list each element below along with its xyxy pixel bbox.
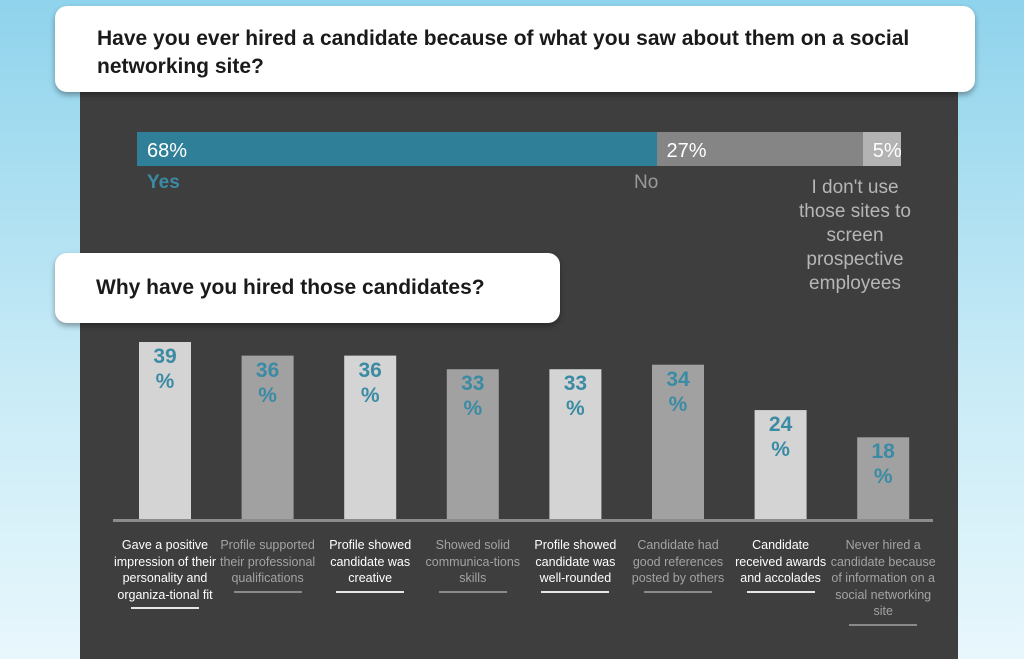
bar-value-percent-sign: % (360, 383, 380, 407)
bar-category-underline (541, 590, 610, 593)
question-card-2: Why have you hired those candidates? (55, 253, 560, 323)
bar-7 (754, 410, 807, 519)
bar-category-label-3: Profile showed candidate was creative (317, 537, 423, 593)
bar-category-underline (849, 623, 918, 626)
bar-category-text: Candidate received awards and accolades (735, 538, 827, 585)
bar-value-percent-sign: % (463, 397, 483, 421)
bar-category-text: Profile showed candidate was well-rounde… (534, 538, 617, 585)
bar-value-label-5: 33% (549, 371, 601, 421)
bar-category-underline (131, 607, 199, 609)
bar-value-label-6: 34% (652, 367, 704, 417)
bar-value-label-2: 36% (242, 358, 294, 408)
stacked-pct-no: 27% (666, 140, 707, 162)
bar-value-percent-sign: % (668, 392, 688, 416)
bar-5 (549, 369, 602, 519)
bar-value-number: 34 (666, 367, 690, 391)
stacked-segment-no (656, 132, 863, 166)
bar-category-label-4: Showed solid communica-tions skills (420, 537, 526, 593)
bar-category-text: Gave a positive impression of their pers… (113, 538, 217, 602)
bar-category-text: Never hired a candidate because of infor… (830, 538, 936, 618)
bar-category-label-8: Never hired a candidate because of infor… (830, 537, 936, 626)
bar-value-percent-sign: % (258, 383, 277, 407)
bar-category-label-2: Profile supported their professional qua… (215, 537, 321, 593)
bar-value-label-8: 18% (857, 439, 909, 489)
bar-value-label-3: 36% (344, 358, 396, 408)
bar-category-underline (438, 590, 507, 593)
bar-value-number: 36 (255, 358, 280, 382)
bar-4 (446, 369, 499, 519)
bar-value-number: 18 (871, 440, 895, 464)
bar-6 (652, 364, 704, 519)
bar-value-number: 24 (768, 413, 793, 437)
bar-value-percent-sign: % (566, 397, 585, 421)
bar-value-percent-sign: % (771, 438, 790, 462)
bar-category-text: Profile showed candidate was creative (329, 538, 412, 585)
bar-value-number: 33 (461, 372, 485, 396)
bar-value-percent-sign: % (155, 370, 175, 393)
bar-category-underline (233, 590, 302, 593)
bar-category-label-1: Gave a positive impression of their pers… (112, 537, 218, 609)
question-card-1: Have you ever hired a candidate because … (55, 6, 975, 92)
stacked-segment-yes (137, 132, 657, 166)
bar-8 (857, 437, 910, 519)
bar-value-number: 36 (358, 358, 382, 382)
bar-category-text: Showed solid communica-tions skills (425, 538, 521, 585)
stacked-label-yes: Yes (147, 172, 180, 193)
bar-value-number: 33 (563, 372, 588, 396)
bar-value-percent-sign: % (873, 465, 893, 489)
bar-value-label-4: 33% (447, 371, 499, 421)
stacked-pct-none: 5% (872, 140, 902, 162)
bar-value-label-1: 39% (139, 344, 191, 394)
stacked-segment-none (862, 132, 901, 166)
question-1-text: Have you ever hired a candidate because … (97, 27, 910, 78)
stacked-label-none: I don't use those sites to screen prospe… (799, 177, 911, 294)
bar-2 (241, 355, 294, 519)
bar-category-underline (644, 590, 712, 593)
bar-category-underline (336, 590, 405, 593)
bar-value-label-7: 24% (755, 412, 807, 462)
bar-category-label-6: Candidate had good references posted by … (625, 537, 731, 593)
bar-category-text: Profile supported their professional qua… (219, 538, 316, 585)
question-2-text: Why have you hired those candidates? (96, 276, 485, 299)
bar-category-text: Candidate had good references posted by … (631, 538, 725, 585)
bar-category-label-7: Candidate received awards and accolades (728, 537, 834, 593)
bar-3 (344, 355, 397, 519)
stacked-pct-yes: 68% (147, 140, 188, 162)
bar-category-underline (746, 590, 815, 593)
bar-1 (139, 342, 191, 519)
bar-category-label-5: Profile showed candidate was well-rounde… (522, 537, 628, 593)
bar-value-number: 39 (153, 345, 177, 368)
stacked-label-no: No (634, 172, 659, 193)
